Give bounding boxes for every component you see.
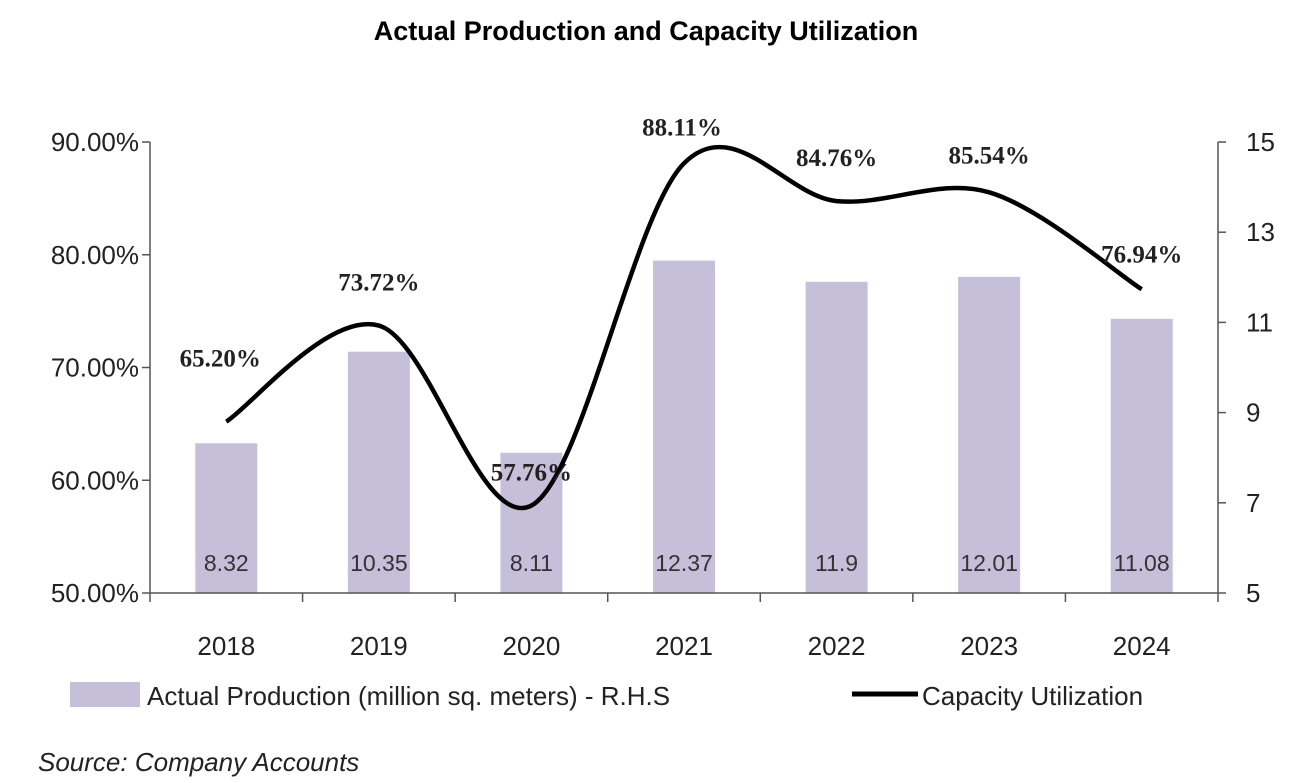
legend: Actual Production (million sq. meters) -… xyxy=(70,681,1143,711)
left-tick-label: 70.00% xyxy=(51,353,139,383)
bar-value-label: 11.9 xyxy=(815,550,858,576)
line-value-label: 84.76% xyxy=(796,145,877,172)
line-value-label: 88.11% xyxy=(642,114,722,141)
bar-2023 xyxy=(958,276,1021,593)
x-tick-label: 2023 xyxy=(960,631,1018,661)
right-tick-label: 13 xyxy=(1246,217,1275,247)
x-tick-label: 2021 xyxy=(655,631,713,661)
right-tick-label: 7 xyxy=(1246,488,1260,518)
bar-2020 xyxy=(500,452,563,593)
bar-value-label: 8.32 xyxy=(204,550,249,576)
line-value-label: 76.94% xyxy=(1101,241,1182,268)
left-tick-label: 80.00% xyxy=(51,240,139,270)
line-value-label: 85.54% xyxy=(949,142,1030,169)
bar-value-label: 10.35 xyxy=(350,550,408,576)
bar-2021 xyxy=(653,260,715,593)
line-value-label: 73.72% xyxy=(338,270,419,297)
x-tick-label: 2019 xyxy=(350,631,408,661)
production-bars xyxy=(195,260,1173,593)
bar-2019 xyxy=(347,351,410,593)
bar-2022 xyxy=(805,281,868,593)
right-tick-label: 5 xyxy=(1246,578,1260,608)
bar-2018 xyxy=(195,443,258,593)
x-tick-label: 2018 xyxy=(197,631,255,661)
legend-label-utilization: Capacity Utilization xyxy=(922,681,1143,711)
right-tick-label: 15 xyxy=(1246,127,1275,157)
bar-value-label: 12.37 xyxy=(655,550,713,576)
bar-value-label: 12.01 xyxy=(960,550,1018,576)
bar-value-label: 11.08 xyxy=(1114,550,1170,576)
x-tick-label: 2024 xyxy=(1113,631,1171,661)
left-tick-label: 90.00% xyxy=(51,127,139,157)
source-note: Source: Company Accounts xyxy=(38,747,359,777)
right-tick-label: 11 xyxy=(1246,307,1273,337)
legend-swatch-production xyxy=(70,682,140,707)
right-tick-label: 9 xyxy=(1246,398,1260,428)
left-tick-label: 50.00% xyxy=(51,578,139,608)
data-labels: 8.32 10.35 8.11 12.37 11.9 12.01 11.08 65.20% 73… xyxy=(180,114,1183,576)
bar-value-label: 8.11 xyxy=(510,550,553,576)
legend-label-production: Actual Production (million sq. meters) -… xyxy=(147,681,670,711)
line-value-label: 57.76% xyxy=(491,460,572,487)
chart-title: Actual Production and Capacity Utilizati… xyxy=(374,16,919,46)
utilization-line-path xyxy=(225,145,1143,511)
axes: 50.00% 60.00% 70.00% 80.00% 90.00% 5 7 9 11 13 15 2… xyxy=(51,127,1275,661)
x-tick-label: 2022 xyxy=(808,631,866,661)
x-tick-label: 2020 xyxy=(503,631,561,661)
bar-2024 xyxy=(1110,318,1173,593)
line-value-label: 65.20% xyxy=(180,346,261,373)
left-tick-label: 60.00% xyxy=(51,465,139,495)
utilization-line xyxy=(225,145,1143,511)
